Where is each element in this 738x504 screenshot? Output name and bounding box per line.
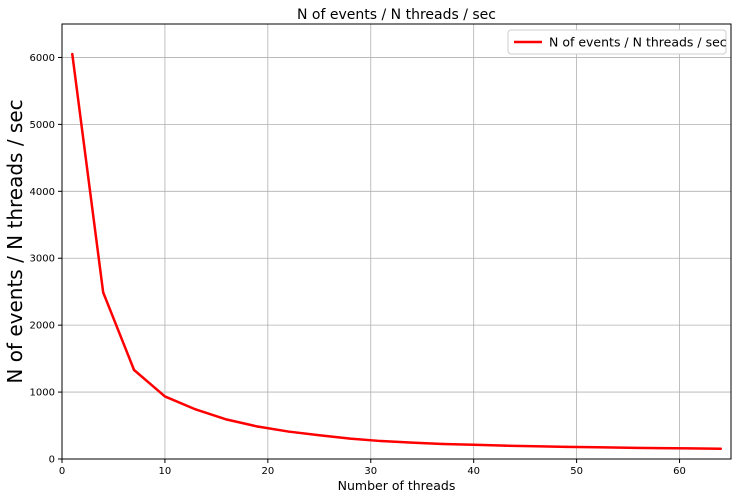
data-point	[688, 447, 692, 450]
x-tick-label: 30	[364, 466, 377, 477]
y-tick-label: 0	[49, 455, 55, 466]
x-axis-label: Number of threads	[338, 478, 456, 493]
x-tick-label: 0	[59, 466, 65, 477]
data-point	[657, 446, 661, 450]
x-tick-label: 40	[467, 466, 480, 477]
legend: N of events / N threads / sec	[507, 29, 727, 55]
y-tick-label: 2000	[30, 321, 55, 332]
data-point	[194, 408, 197, 411]
data-point	[225, 418, 228, 421]
data-point	[719, 447, 722, 450]
series-line	[71, 52, 722, 451]
legend-box	[507, 29, 727, 55]
plot-frame	[61, 23, 732, 460]
y-tick-label: 6000	[30, 53, 55, 64]
data-point	[596, 446, 599, 449]
data-point	[565, 445, 568, 449]
data-point	[163, 395, 167, 398]
chart-title: N of events / N threads / sec	[297, 7, 496, 23]
data-point	[256, 425, 259, 428]
y-tick-label: 5000	[30, 120, 55, 131]
x-tick-label: 60	[673, 466, 686, 477]
x-tick-label: 50	[570, 466, 583, 477]
data-point	[132, 368, 136, 372]
data-point	[534, 445, 537, 448]
data-point	[287, 430, 290, 433]
y-tick-label: 4000	[30, 187, 55, 198]
data-point	[472, 443, 475, 447]
y-tick-label: 1000	[30, 388, 55, 399]
gridlines	[61, 24, 731, 460]
data-point	[101, 291, 105, 294]
data-point	[379, 439, 383, 443]
data-point	[71, 52, 74, 56]
x-tick-label: 10	[159, 466, 172, 477]
legend-label: N of events / N threads / sec	[549, 35, 727, 50]
x-tick-label: 20	[261, 466, 274, 477]
data-point	[318, 434, 321, 437]
data-point	[348, 437, 352, 440]
data-point	[626, 446, 630, 449]
axis-ticks: 0 10 20 30 40 50 60 0 1000 2000 3000 4000 5000 6000	[30, 53, 686, 477]
data-point	[410, 441, 414, 444]
y-axis-label: N of events / N threads / sec	[3, 99, 27, 383]
series-layer	[71, 52, 722, 451]
y-tick-label: 3000	[30, 254, 55, 265]
data-point	[441, 442, 445, 446]
data-point	[503, 444, 506, 447]
